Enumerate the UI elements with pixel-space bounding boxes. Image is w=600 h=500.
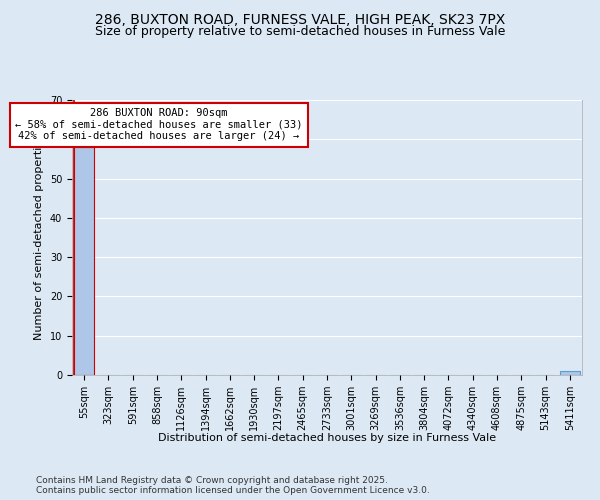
- Bar: [560, 371, 580, 375]
- Y-axis label: Number of semi-detached properties: Number of semi-detached properties: [34, 134, 44, 340]
- Text: Contains HM Land Registry data © Crown copyright and database right 2025.
Contai: Contains HM Land Registry data © Crown c…: [36, 476, 430, 495]
- Text: 286, BUXTON ROAD, FURNESS VALE, HIGH PEAK, SK23 7PX: 286, BUXTON ROAD, FURNESS VALE, HIGH PEA…: [95, 12, 505, 26]
- Bar: [74, 147, 94, 375]
- Text: 286 BUXTON ROAD: 90sqm
← 58% of semi-detached houses are smaller (33)
42% of sem: 286 BUXTON ROAD: 90sqm ← 58% of semi-det…: [15, 108, 302, 142]
- X-axis label: Distribution of semi-detached houses by size in Furness Vale: Distribution of semi-detached houses by …: [158, 433, 496, 443]
- Text: Size of property relative to semi-detached houses in Furness Vale: Size of property relative to semi-detach…: [95, 25, 505, 38]
